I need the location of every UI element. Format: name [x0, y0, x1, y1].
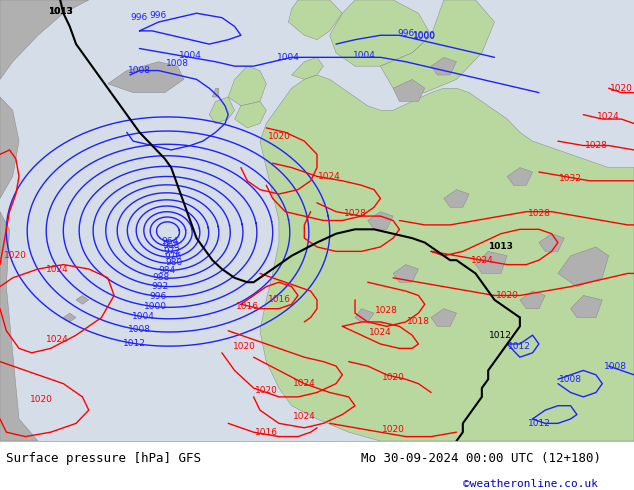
Text: 1020: 1020 [268, 132, 290, 141]
Polygon shape [380, 0, 495, 93]
Text: 1000: 1000 [413, 31, 436, 40]
Text: 1020: 1020 [382, 372, 404, 382]
Polygon shape [0, 212, 38, 441]
Polygon shape [235, 101, 266, 128]
Text: Mo 30-09-2024 00:00 UTC (12+180): Mo 30-09-2024 00:00 UTC (12+180) [361, 452, 602, 465]
Text: 984: 984 [158, 266, 176, 275]
Polygon shape [476, 251, 507, 273]
Text: 996: 996 [150, 11, 167, 20]
Polygon shape [393, 265, 418, 282]
Text: 1028: 1028 [344, 209, 366, 219]
Text: 1024: 1024 [46, 265, 68, 273]
Text: 1004: 1004 [132, 312, 155, 321]
Text: 1004: 1004 [277, 53, 300, 62]
Text: 988: 988 [153, 273, 170, 282]
Polygon shape [558, 247, 609, 287]
Polygon shape [539, 234, 564, 251]
Polygon shape [63, 313, 76, 322]
Text: 1013: 1013 [48, 6, 73, 16]
Text: 1004: 1004 [179, 50, 202, 60]
Text: ©weatheronline.co.uk: ©weatheronline.co.uk [463, 479, 598, 489]
Text: 1028: 1028 [585, 141, 607, 150]
Text: 1004: 1004 [353, 50, 376, 60]
Text: 1016: 1016 [268, 295, 290, 304]
Text: 996: 996 [397, 28, 415, 38]
Text: 1008: 1008 [559, 375, 582, 384]
Text: 1020: 1020 [496, 291, 519, 300]
Text: 972: 972 [164, 246, 181, 256]
Text: 980: 980 [165, 258, 183, 268]
Text: 1024: 1024 [318, 172, 341, 181]
Polygon shape [368, 212, 393, 229]
Text: 1018: 1018 [407, 318, 430, 326]
Text: 1024: 1024 [470, 256, 493, 265]
Text: 1020: 1020 [233, 342, 256, 351]
Polygon shape [292, 57, 323, 79]
Text: 1012: 1012 [527, 419, 550, 428]
Text: 1008: 1008 [127, 325, 151, 334]
Text: 1028: 1028 [375, 306, 398, 316]
Text: 1016: 1016 [236, 302, 259, 311]
Text: 1028: 1028 [527, 209, 550, 219]
Text: 992: 992 [151, 282, 168, 291]
Text: 1032: 1032 [559, 174, 582, 183]
Text: 968: 968 [162, 242, 179, 250]
Polygon shape [571, 295, 602, 318]
Text: 1000: 1000 [413, 32, 436, 41]
Text: 1020: 1020 [610, 84, 633, 93]
Text: 1024: 1024 [293, 412, 316, 421]
Text: 1020: 1020 [4, 251, 27, 260]
Text: 1012: 1012 [124, 339, 146, 348]
Polygon shape [520, 291, 545, 309]
Text: 964: 964 [162, 237, 179, 245]
Text: Surface pressure [hPa] GFS: Surface pressure [hPa] GFS [6, 452, 202, 465]
Text: 1008: 1008 [166, 59, 189, 69]
Text: 1020: 1020 [30, 394, 53, 404]
Polygon shape [212, 88, 219, 97]
Text: 1012: 1012 [489, 331, 512, 340]
Polygon shape [431, 309, 456, 326]
Text: 1024: 1024 [369, 328, 392, 338]
Polygon shape [330, 0, 431, 66]
Text: 996: 996 [149, 292, 167, 301]
Text: 996: 996 [131, 13, 148, 22]
Polygon shape [228, 66, 266, 106]
Text: 1008: 1008 [128, 66, 151, 75]
Polygon shape [507, 168, 533, 185]
Polygon shape [76, 295, 89, 304]
Polygon shape [0, 0, 89, 79]
Text: 976: 976 [164, 252, 182, 261]
Polygon shape [288, 0, 342, 40]
Polygon shape [0, 97, 19, 198]
Polygon shape [444, 190, 469, 207]
Text: 1020: 1020 [382, 425, 404, 435]
Polygon shape [393, 79, 425, 101]
Text: 1024: 1024 [597, 112, 620, 122]
Text: 1024: 1024 [46, 335, 68, 344]
Polygon shape [355, 309, 374, 322]
Polygon shape [108, 62, 184, 93]
Text: 1013: 1013 [488, 243, 514, 251]
Text: 1013: 1013 [48, 6, 73, 16]
Text: 1020: 1020 [255, 386, 278, 395]
Text: 1024: 1024 [293, 379, 316, 388]
Text: 1008: 1008 [604, 362, 626, 370]
Polygon shape [260, 75, 634, 441]
Text: 1012: 1012 [508, 342, 531, 351]
Polygon shape [431, 57, 456, 75]
Polygon shape [209, 97, 235, 123]
Text: 1016: 1016 [255, 428, 278, 437]
Text: 1000: 1000 [145, 302, 167, 311]
